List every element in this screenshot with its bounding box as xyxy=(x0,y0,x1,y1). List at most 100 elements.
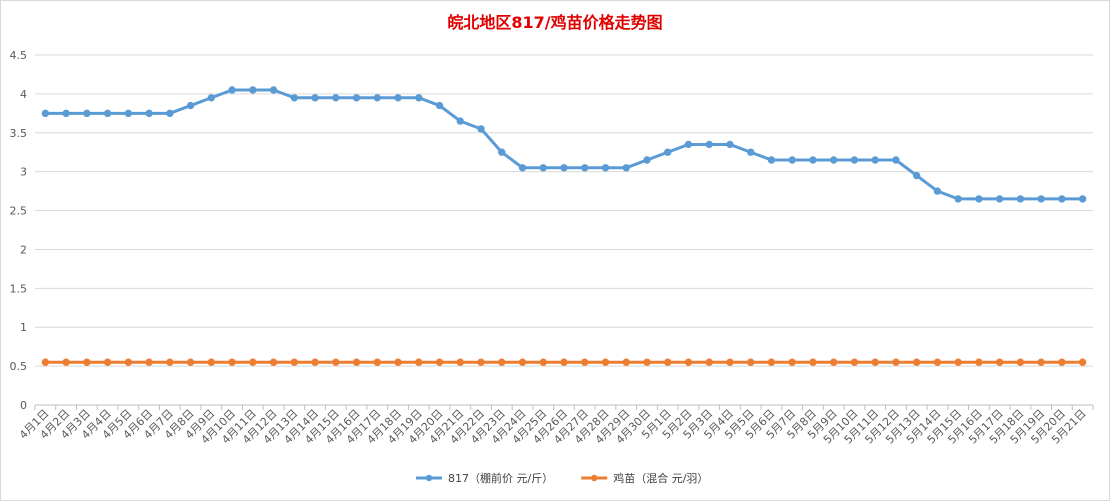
data-point xyxy=(767,156,776,164)
data-point xyxy=(249,86,257,94)
data-point xyxy=(767,358,776,366)
data-point xyxy=(311,94,319,102)
data-point xyxy=(705,140,713,149)
data-point xyxy=(124,358,133,366)
data-point xyxy=(726,358,734,366)
legend-label: 817（棚前价 元/斤） xyxy=(448,471,553,485)
legend-item: 鸡苗（混合 元/羽） xyxy=(581,471,708,485)
data-point xyxy=(975,195,983,203)
data-point xyxy=(103,358,112,366)
data-point xyxy=(1078,358,1087,366)
data-point xyxy=(456,117,464,125)
data-point xyxy=(518,164,527,172)
data-point xyxy=(995,195,1004,203)
gridlines xyxy=(35,54,1093,367)
data-point xyxy=(871,156,879,164)
data-point xyxy=(684,358,693,366)
data-point xyxy=(498,358,506,366)
data-point xyxy=(622,164,630,172)
data-point xyxy=(1016,195,1025,203)
data-point xyxy=(560,164,568,172)
data-point xyxy=(539,164,547,172)
data-point xyxy=(62,358,70,366)
data-point xyxy=(415,358,423,366)
legend-label: 鸡苗（混合 元/羽） xyxy=(613,471,708,485)
data-point xyxy=(352,358,361,366)
data-point xyxy=(788,156,796,164)
data-point xyxy=(166,109,174,118)
data-point xyxy=(477,358,485,366)
data-point xyxy=(269,358,278,366)
data-point xyxy=(954,358,962,366)
data-point xyxy=(1058,195,1066,203)
data-point xyxy=(332,94,340,102)
data-point xyxy=(664,148,672,156)
data-point xyxy=(373,358,381,366)
legend: 817（棚前价 元/斤） 鸡苗（混合 元/羽） xyxy=(416,471,708,485)
data-point xyxy=(435,101,444,110)
data-point xyxy=(1058,358,1066,366)
y-tick-label: 0.5 xyxy=(10,360,28,373)
data-point xyxy=(207,94,216,102)
data-point xyxy=(83,109,91,118)
data-point xyxy=(352,94,361,102)
data-point xyxy=(933,187,942,195)
data-point xyxy=(747,148,755,156)
data-point xyxy=(249,358,257,366)
data-point xyxy=(83,358,91,366)
data-point xyxy=(684,140,693,149)
series-1 xyxy=(41,86,1087,203)
data-point xyxy=(62,109,70,118)
data-point xyxy=(912,358,921,366)
data-point xyxy=(186,101,195,110)
chart-title: 皖北地区817/鸡苗价格走势图 xyxy=(447,13,662,32)
data-point xyxy=(1016,358,1025,366)
data-point xyxy=(809,156,817,164)
data-point xyxy=(1037,195,1045,203)
data-point xyxy=(435,358,444,366)
series-2 xyxy=(41,358,1087,366)
data-point xyxy=(145,109,153,118)
legend-item: 817（棚前价 元/斤） xyxy=(416,471,553,485)
data-point xyxy=(601,164,610,172)
data-point xyxy=(995,358,1004,366)
data-point xyxy=(290,358,299,366)
data-point xyxy=(726,140,734,149)
data-point xyxy=(456,358,464,366)
data-point xyxy=(560,358,568,366)
data-point xyxy=(892,156,900,164)
data-point xyxy=(311,358,319,366)
data-point xyxy=(850,358,859,366)
y-tick-label: 0 xyxy=(20,399,27,412)
data-point xyxy=(145,358,153,366)
data-point xyxy=(747,358,755,366)
data-point xyxy=(207,358,216,366)
data-point xyxy=(829,156,838,164)
data-point xyxy=(228,358,236,366)
data-point xyxy=(664,358,672,366)
data-point xyxy=(975,358,983,366)
data-point xyxy=(269,86,278,94)
data-point xyxy=(643,156,651,164)
data-point xyxy=(332,358,340,366)
y-tick-label: 1 xyxy=(20,321,27,334)
data-point xyxy=(539,358,547,366)
data-point xyxy=(498,148,506,156)
data-point xyxy=(166,358,174,366)
data-point xyxy=(829,358,838,366)
data-point xyxy=(415,94,423,102)
data-point xyxy=(788,358,796,366)
data-point xyxy=(705,358,713,366)
data-point xyxy=(912,171,921,180)
y-tick-label: 4.5 xyxy=(10,49,28,62)
data-point xyxy=(103,109,112,118)
data-point xyxy=(1078,195,1087,203)
data-point xyxy=(373,94,381,102)
data-point xyxy=(394,94,402,102)
data-point xyxy=(290,94,299,102)
y-tick-label: 1.5 xyxy=(10,282,28,295)
y-tick-label: 3 xyxy=(20,166,27,179)
data-point xyxy=(809,358,817,366)
